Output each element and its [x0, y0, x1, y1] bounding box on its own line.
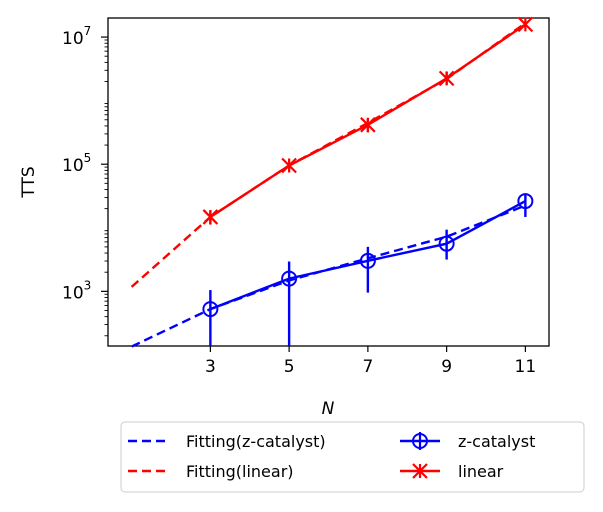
- plot-area: [107, 17, 550, 347]
- legend-label: Fitting(linear): [186, 462, 294, 481]
- legend-entry: z-catalyst: [400, 432, 535, 451]
- legend-label: linear: [458, 462, 504, 481]
- marker-z-catalyst: [281, 270, 298, 287]
- x-tick-label: 9: [441, 357, 452, 377]
- x-tick-label: 7: [362, 357, 373, 377]
- marker-linear: [517, 16, 534, 33]
- marker-linear: [438, 70, 455, 87]
- legend-marker: [412, 463, 428, 479]
- marker-z-catalyst: [202, 301, 219, 318]
- legend-entry: Fitting(linear): [128, 462, 294, 481]
- legend: Fitting(z-catalyst) z-catalyst Fitting(lin…: [120, 421, 585, 493]
- legend-label: Fitting(z-catalyst): [186, 432, 326, 451]
- legend-marker: [412, 433, 428, 449]
- legend-box: [120, 421, 585, 493]
- y-tick-label: 107: [62, 24, 91, 49]
- marker-z-catalyst: [359, 252, 376, 269]
- legend-entry: Fitting(z-catalyst): [128, 432, 326, 451]
- y-axis-label: TTS: [19, 166, 39, 198]
- marker-linear: [202, 209, 219, 225]
- marker-z-catalyst: [517, 193, 534, 210]
- marker-z-catalyst: [438, 235, 455, 252]
- y-tick-label: 105: [62, 151, 91, 176]
- y-tick-label: 103: [62, 278, 91, 303]
- x-tick-label: 5: [284, 357, 295, 377]
- marker-linear: [360, 117, 376, 133]
- legend-entry: linear: [400, 462, 504, 481]
- x-axis-label: N: [322, 399, 335, 419]
- x-tick-label: 11: [515, 357, 537, 377]
- x-tick-label: 3: [205, 357, 216, 377]
- marker-linear: [281, 157, 297, 174]
- legend-label: z-catalyst: [458, 432, 535, 451]
